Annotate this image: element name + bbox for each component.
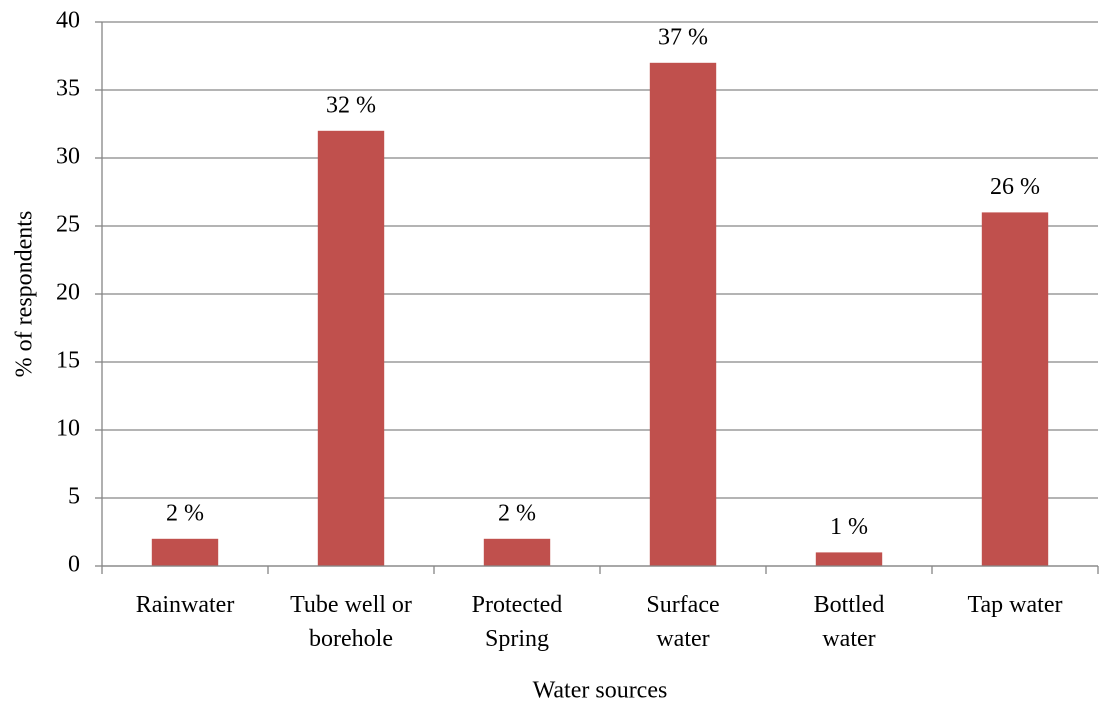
bar [151,538,219,566]
bar [317,130,385,567]
y-tick-label: 40 [56,8,80,34]
y-tick-label: 0 [68,552,80,578]
value-label: 2 % [166,500,204,526]
x-tick-label: Protected Spring [472,592,563,652]
x-axis-title: Water sources [533,678,668,704]
x-tick-label: Rainwater [136,592,235,618]
y-tick-label: 5 [68,484,80,510]
bar [483,538,551,566]
x-tick-label: Bottled water [814,592,885,652]
bar [649,62,717,567]
value-label: 1 % [830,514,868,540]
x-tick-label: Surface water [646,592,719,652]
value-label: 37 % [658,24,708,50]
x-tick-label: Tube well or borehole [290,592,412,652]
value-label: 32 % [326,92,376,118]
value-label: 26 % [990,174,1040,200]
y-tick-label: 30 [56,144,80,170]
y-tick-label: 25 [56,212,80,238]
bar [815,552,883,566]
y-tick-label: 10 [56,416,80,442]
y-tick-label: 20 [56,280,80,306]
x-tick-label: Tap water [968,592,1063,618]
bar [981,212,1049,566]
y-axis-title: % of respondents [12,211,38,378]
y-tick-label: 15 [56,348,80,374]
y-tick-label: 35 [56,76,80,102]
value-label: 2 % [498,500,536,526]
